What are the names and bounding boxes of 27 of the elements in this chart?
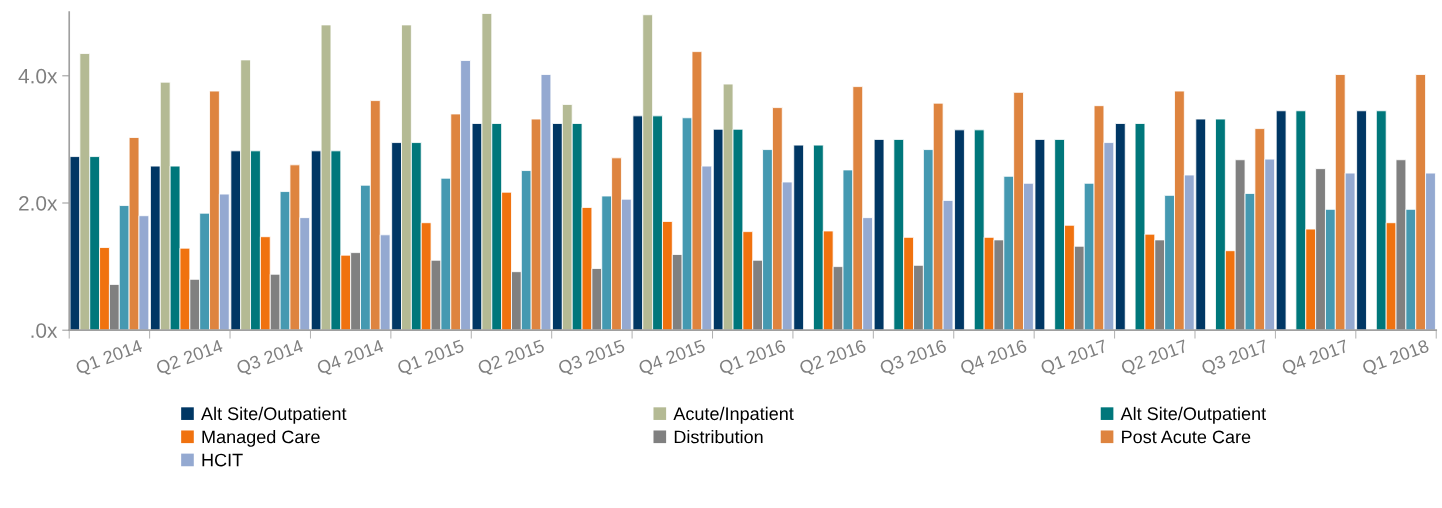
x-tick-label: Q1 2014 <box>74 339 145 378</box>
x-tick-label: Q4 2017 <box>1281 339 1351 378</box>
legend-label: Alt Site/Outpatient <box>1120 406 1266 424</box>
legend-label: Acute/Inpatient <box>673 406 794 424</box>
x-tick-label: Q2 2016 <box>798 339 868 378</box>
x-tick-label: Q1 2018 <box>1361 339 1431 378</box>
y-tick-label: 4.0x <box>18 68 58 84</box>
y-tick-label: .0x <box>31 323 58 338</box>
x-tick-label: Q1 2017 <box>1039 339 1109 378</box>
x-tick-label: Q2 2014 <box>155 339 225 378</box>
x-tick-label: Q1 2015 <box>396 339 466 378</box>
x-tick-label: Q3 2017 <box>1200 339 1270 378</box>
legend-label: Distribution <box>674 430 763 444</box>
x-tick-label: Q4 2016 <box>959 339 1029 378</box>
x-tick-label: Q4 2015 <box>637 339 707 378</box>
legend-label: Post Acute Care <box>1122 430 1251 444</box>
x-tick-label: Q4 2014 <box>316 339 386 378</box>
x-tick-label: Q2 2017 <box>1120 339 1190 378</box>
x-tick-label: Q2 2015 <box>477 339 547 378</box>
legend-label: Managed Care <box>202 430 320 447</box>
legend-label: Alt Site/Outpatient <box>201 406 347 424</box>
x-tick-label: Q1 2016 <box>718 339 788 378</box>
x-tick-label: Q3 2016 <box>879 339 949 378</box>
legend-label: HCIT <box>202 453 243 467</box>
x-tick-label: Q3 2014 <box>235 339 306 378</box>
x-tick-label: Q3 2015 <box>557 339 627 378</box>
y-tick-label: 2.0x <box>19 196 58 211</box>
